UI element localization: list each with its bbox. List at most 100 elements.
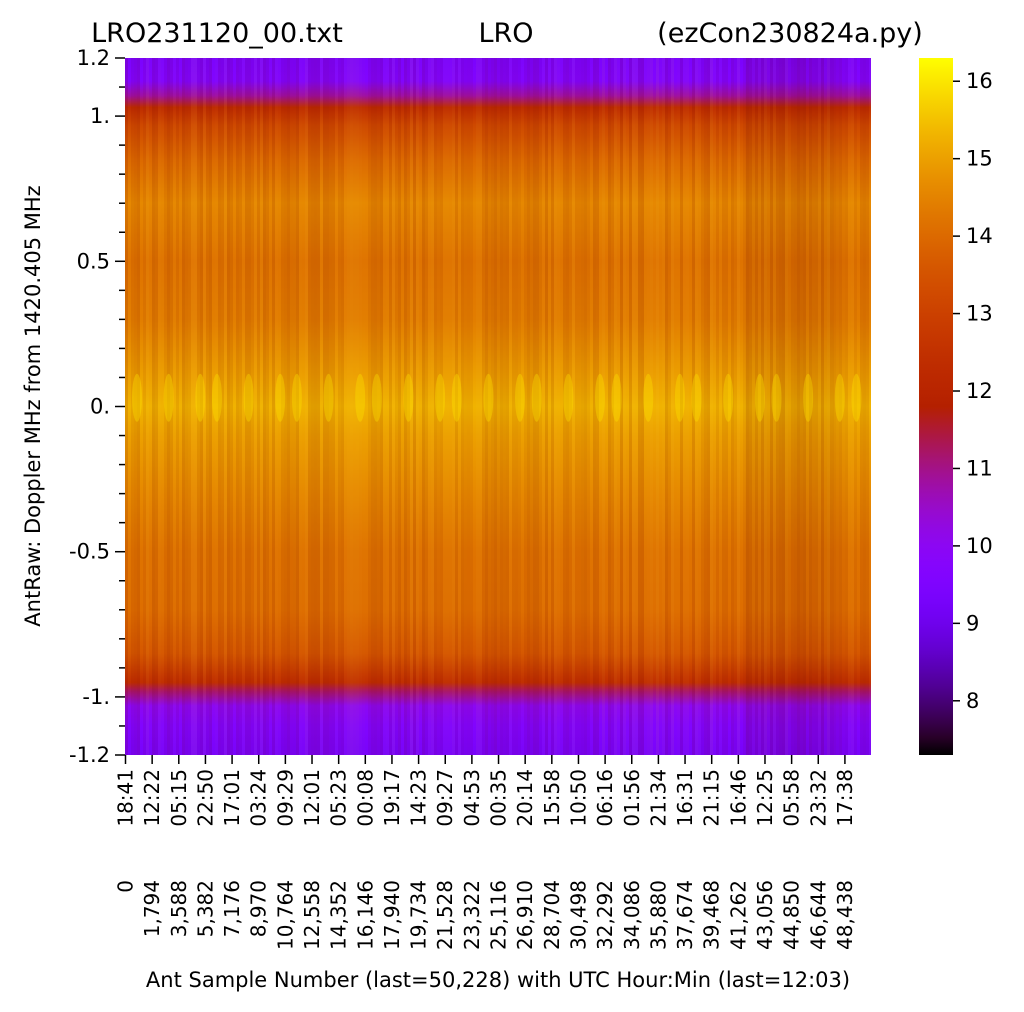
heatmap-stripe [191, 58, 194, 755]
heatmap-stripe [593, 58, 596, 755]
heatmap-stripe [320, 58, 323, 755]
heatmap-stripe [725, 58, 728, 755]
heatmap-stripe [269, 58, 272, 755]
heatmap-stripe [335, 58, 338, 755]
colorbar-tick-label: 16 [966, 69, 993, 93]
heatmap-stripe [206, 58, 209, 755]
x-tick-sample-label: 39,468 [700, 880, 724, 950]
x-tick-sample-label: 8,970 [247, 880, 271, 937]
heatmap-stripe [452, 58, 455, 755]
heatmap-stripe [392, 58, 395, 755]
heatmap-stripe [398, 58, 401, 755]
x-tick-time-label: 16:46 [726, 769, 750, 827]
heatmap-stripe [125, 58, 128, 755]
heatmap-stripe [866, 58, 869, 755]
x-tick-time-label: 04:53 [460, 769, 484, 827]
heatmap-stripe [479, 58, 482, 755]
heatmap-stripe [623, 58, 626, 755]
peak-highlight [275, 373, 286, 422]
heatmap-stripe [557, 58, 560, 755]
peak-highlight [451, 373, 462, 422]
heatmap-stripe [584, 58, 587, 755]
x-tick-time-label: 23:32 [806, 769, 830, 827]
heatmap-stripe [143, 58, 146, 755]
x-tick-time-label: 09:27 [433, 769, 457, 827]
heatmap-stripe [764, 58, 767, 755]
heatmap-stripe [221, 58, 224, 755]
title-script: (ezCon230824a.py) [657, 18, 923, 49]
heatmap-stripe [794, 58, 797, 755]
heatmap-stripe [470, 58, 473, 755]
chart-title: LRO231120_00.txt LRO (ezCon230824a.py) [91, 18, 923, 49]
heatmap-stripe [665, 58, 668, 755]
heatmap-stripe [467, 58, 470, 755]
y-tick-label: 1.2 [77, 46, 110, 70]
heatmap-stripe [194, 58, 197, 755]
heatmap-stripe [239, 58, 242, 755]
x-tick-time-label: 16:31 [673, 769, 697, 827]
heatmap-stripe [377, 58, 380, 755]
heatmap-stripe [287, 58, 290, 755]
heatmap-stripe [329, 58, 332, 755]
y-tick-label: -1.2 [69, 743, 110, 767]
heatmap-stripe [200, 58, 203, 755]
heatmap-stripe [524, 58, 527, 755]
heatmap-plot-area [125, 58, 872, 755]
heatmap-stripe [608, 58, 611, 755]
heatmap-stripe [305, 58, 308, 755]
heatmap-stripe [869, 58, 872, 755]
x-tick-sample-label: 25,116 [487, 880, 511, 950]
heatmap-stripe [332, 58, 335, 755]
heatmap-stripe [248, 58, 251, 755]
heatmap-stripe [527, 58, 530, 755]
peak-highlight [195, 373, 206, 422]
colorbar-scale [919, 58, 953, 755]
x-tick-sample-label: 34,086 [620, 880, 644, 950]
x-tick-sample-label: 43,056 [753, 880, 777, 950]
heatmap-stripe [827, 58, 830, 755]
heatmap-stripe [131, 58, 134, 755]
heatmap-stripe [671, 58, 674, 755]
peak-highlight [643, 373, 654, 422]
heatmap-stripe [317, 58, 320, 755]
y-tick-label: -0.5 [69, 540, 110, 564]
heatmap-stripe [545, 58, 548, 755]
y-axis: 1.2 1. 0.5 0. -0.5 -1. -1.2 [69, 46, 125, 767]
x-tick-time-label: 05:58 [780, 769, 804, 827]
heatmap-stripe [422, 58, 425, 755]
peak-highlight [132, 373, 142, 422]
heatmap-stripe [659, 58, 662, 755]
heatmap-stripe [515, 58, 518, 755]
heatmap-stripe [434, 58, 437, 755]
heatmap-stripe [494, 58, 497, 755]
colorbar-tick-label: 13 [966, 302, 993, 326]
heatmap-stripe [746, 58, 749, 755]
heatmap-stripe [743, 58, 746, 755]
heatmap-stripe [404, 58, 407, 755]
colorbar-tick-label: 14 [966, 224, 993, 248]
heatmap-stripe [146, 58, 149, 755]
peak-highlight [723, 373, 734, 422]
x-tick-time-label: 18:41 [114, 769, 138, 827]
heatmap-stripe [773, 58, 776, 755]
heatmap-stripe [554, 58, 557, 755]
x-tick-time-label: 03:24 [247, 769, 271, 827]
heatmap-stripe [626, 58, 629, 755]
heatmap-stripe [326, 58, 329, 755]
heatmap-stripe [401, 58, 404, 755]
y-tick-label: 1. [90, 104, 110, 128]
x-tick-time-label: 06:16 [593, 769, 617, 827]
x-tick-sample-label: 7,176 [220, 880, 244, 937]
peak-highlight [563, 373, 574, 422]
heatmap-stripe [842, 58, 845, 755]
heatmap-stripe [281, 58, 284, 755]
colorbar-tick-label: 15 [966, 147, 993, 171]
heatmap-stripe [761, 58, 764, 755]
heatmap-stripe [227, 58, 230, 755]
heatmap-stripe [836, 58, 839, 755]
peak-highlight [771, 373, 782, 422]
heatmap-stripe [740, 58, 743, 755]
peak-highlight [594, 373, 605, 422]
heatmap-stripe [692, 58, 695, 755]
heatmap-stripe [272, 58, 275, 755]
